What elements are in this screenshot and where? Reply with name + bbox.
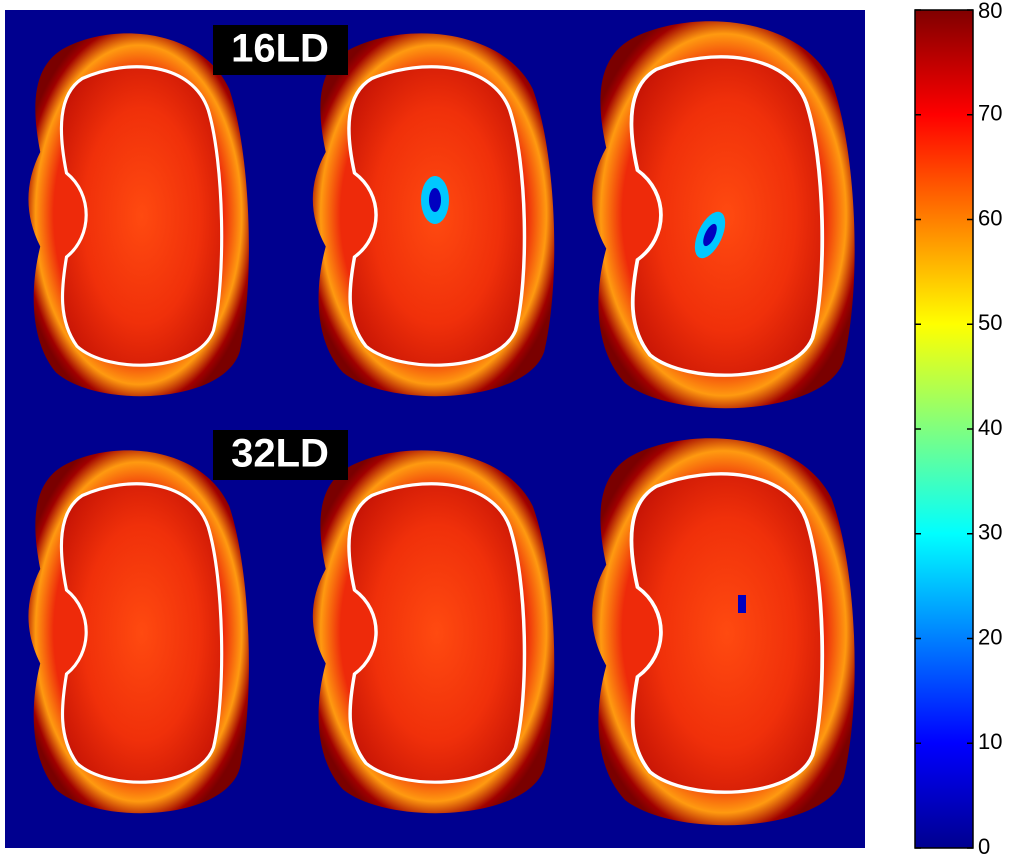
tick-label: 70 (978, 101, 1002, 126)
colorbar (914, 9, 974, 849)
tick-label: 10 (978, 729, 1002, 754)
kidney-maps (26, 19, 857, 828)
tick-label: 80 (978, 0, 1002, 23)
tick-label: 20 (978, 624, 1002, 649)
tick-label: 0 (978, 834, 990, 859)
group-label: 32LD (231, 432, 329, 476)
tick-label: 50 (978, 310, 1002, 335)
tick-label: 30 (978, 520, 1002, 545)
label-box (213, 430, 348, 480)
group-label: 16LD (231, 27, 329, 71)
label-box (213, 25, 348, 75)
tick-label: 40 (978, 415, 1002, 440)
tick-label: 60 (978, 205, 1002, 230)
